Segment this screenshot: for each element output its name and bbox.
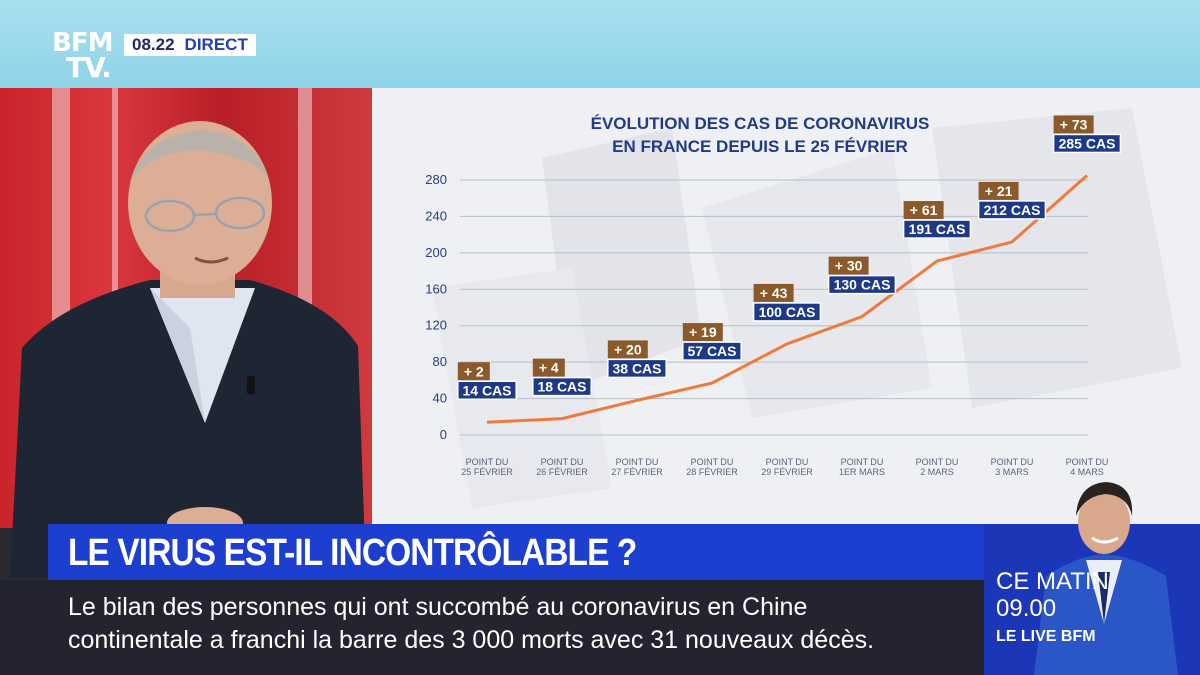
increase-label: + 2 — [464, 363, 484, 379]
guest-figure — [10, 121, 366, 578]
ticker-line2: continentale a franchi la barre des 3 00… — [68, 626, 875, 654]
cases-label-box — [752, 302, 822, 322]
x-tick-label: 29 FÉVRIER — [761, 467, 813, 477]
promo-line2: 09.00 — [996, 595, 1057, 622]
x-tick-label: 3 MARS — [995, 467, 1029, 477]
presenter-head — [1076, 482, 1133, 554]
chart-title: ÉVOLUTION DES CAS DE CORONAVIRUS EN FRAN… — [372, 112, 1148, 158]
cases-label-box — [902, 219, 972, 239]
cases-label-box — [977, 200, 1047, 220]
x-tick-label: 26 FÉVRIER — [536, 467, 588, 477]
y-tick-label: 40 — [433, 391, 447, 406]
x-tick-label: POINT DU — [541, 457, 584, 467]
y-tick-label: 200 — [425, 245, 447, 260]
increase-label-box — [682, 323, 723, 342]
cases-label: 14 CAS — [462, 382, 511, 398]
increase-label: + 4 — [539, 360, 559, 376]
increase-label-box — [457, 362, 490, 381]
cases-label-box — [457, 380, 517, 400]
y-tick-label: 120 — [425, 318, 447, 333]
cases-label-box — [827, 274, 897, 295]
cases-label-box — [607, 358, 667, 379]
presenter-figure — [1034, 554, 1178, 675]
y-tick-label: 280 — [425, 172, 447, 187]
cases-label: 57 CAS — [687, 343, 736, 359]
increase-label: + 21 — [985, 183, 1013, 199]
logo-line2: TV. — [66, 51, 112, 84]
increase-label-box — [1053, 115, 1094, 134]
promo-line1: CE MATIN — [996, 568, 1109, 595]
increase-label: + 30 — [835, 258, 863, 274]
increase-label-box — [532, 358, 565, 377]
x-tick-label: 4 MARS — [1070, 467, 1104, 477]
news-ticker: Le bilan des personnes qui ont succombé … — [0, 580, 984, 675]
increase-label: + 43 — [760, 285, 788, 301]
increase-label: + 73 — [1060, 116, 1088, 132]
x-tick-label: POINT DU — [766, 457, 809, 467]
chart-panel: ÉVOLUTION DES CAS DE CORONAVIRUS EN FRAN… — [372, 88, 1200, 528]
cases-label-box — [1052, 133, 1122, 154]
increase-label-box — [828, 256, 869, 275]
cases-label: 100 CAS — [759, 304, 816, 320]
headline-banner: LE VIRUS EST-IL INCONTRÔLABLE ? — [48, 524, 984, 580]
cases-label: 191 CAS — [909, 221, 966, 237]
chart-title-line1: ÉVOLUTION DES CAS DE CORONAVIRUS — [590, 114, 930, 133]
cases-label: 285 CAS — [1059, 135, 1116, 151]
ticker-line1: Le bilan des personnes qui ont succombé … — [68, 593, 808, 621]
x-tick-label: POINT DU — [691, 457, 734, 467]
x-tick-label: POINT DU — [841, 457, 884, 467]
x-tick-label: 25 FÉVRIER — [461, 467, 513, 477]
increase-label-box — [903, 201, 944, 220]
x-tick-label: 28 FÉVRIER — [686, 467, 738, 477]
show-promo: CE MATIN 09.00 LE LIVE BFM — [984, 524, 1200, 675]
bfmtv-logo: BFM TV. — [52, 30, 118, 88]
cases-label-box — [532, 376, 592, 397]
clock-badge: 08.22 DIRECT — [124, 34, 256, 56]
x-tick-label: POINT DU — [991, 457, 1034, 467]
increase-label: + 20 — [614, 341, 642, 357]
y-tick-label: 240 — [425, 208, 447, 223]
increase-label-box — [753, 283, 794, 302]
promo-line3: LE LIVE BFM — [996, 628, 1096, 645]
increase-label-box — [607, 340, 648, 359]
x-tick-label: 27 FÉVRIER — [611, 467, 663, 477]
chart-title-line2: EN FRANCE DEPUIS LE 25 FÉVRIER — [612, 137, 908, 156]
x-tick-label: POINT DU — [616, 457, 659, 467]
increase-label-box — [978, 181, 1019, 200]
x-tick-label: 2 MARS — [920, 467, 954, 477]
x-tick-label: POINT DU — [466, 457, 509, 467]
cases-label: 38 CAS — [612, 360, 661, 376]
increase-label: + 19 — [689, 324, 717, 340]
cases-label: 130 CAS — [834, 277, 891, 293]
logo-line1: BFM — [52, 28, 113, 58]
increase-label: + 61 — [910, 202, 938, 218]
x-tick-label: 1ER MARS — [839, 467, 885, 477]
x-tick-label: POINT DU — [1066, 457, 1109, 467]
y-tick-label: 80 — [433, 354, 447, 369]
cases-label: 18 CAS — [537, 379, 586, 395]
cases-label-box — [682, 341, 742, 361]
headline-text: LE VIRUS EST-IL INCONTRÔLABLE ? — [68, 532, 637, 574]
y-tick-label: 0 — [440, 427, 447, 442]
live-label: DIRECT — [184, 35, 248, 54]
time-label: 08.22 — [132, 35, 175, 54]
bfm-watermark-graphic — [432, 108, 1182, 508]
cases-label: 212 CAS — [984, 202, 1041, 218]
y-tick-label: 160 — [425, 281, 447, 296]
x-tick-label: POINT DU — [916, 457, 959, 467]
